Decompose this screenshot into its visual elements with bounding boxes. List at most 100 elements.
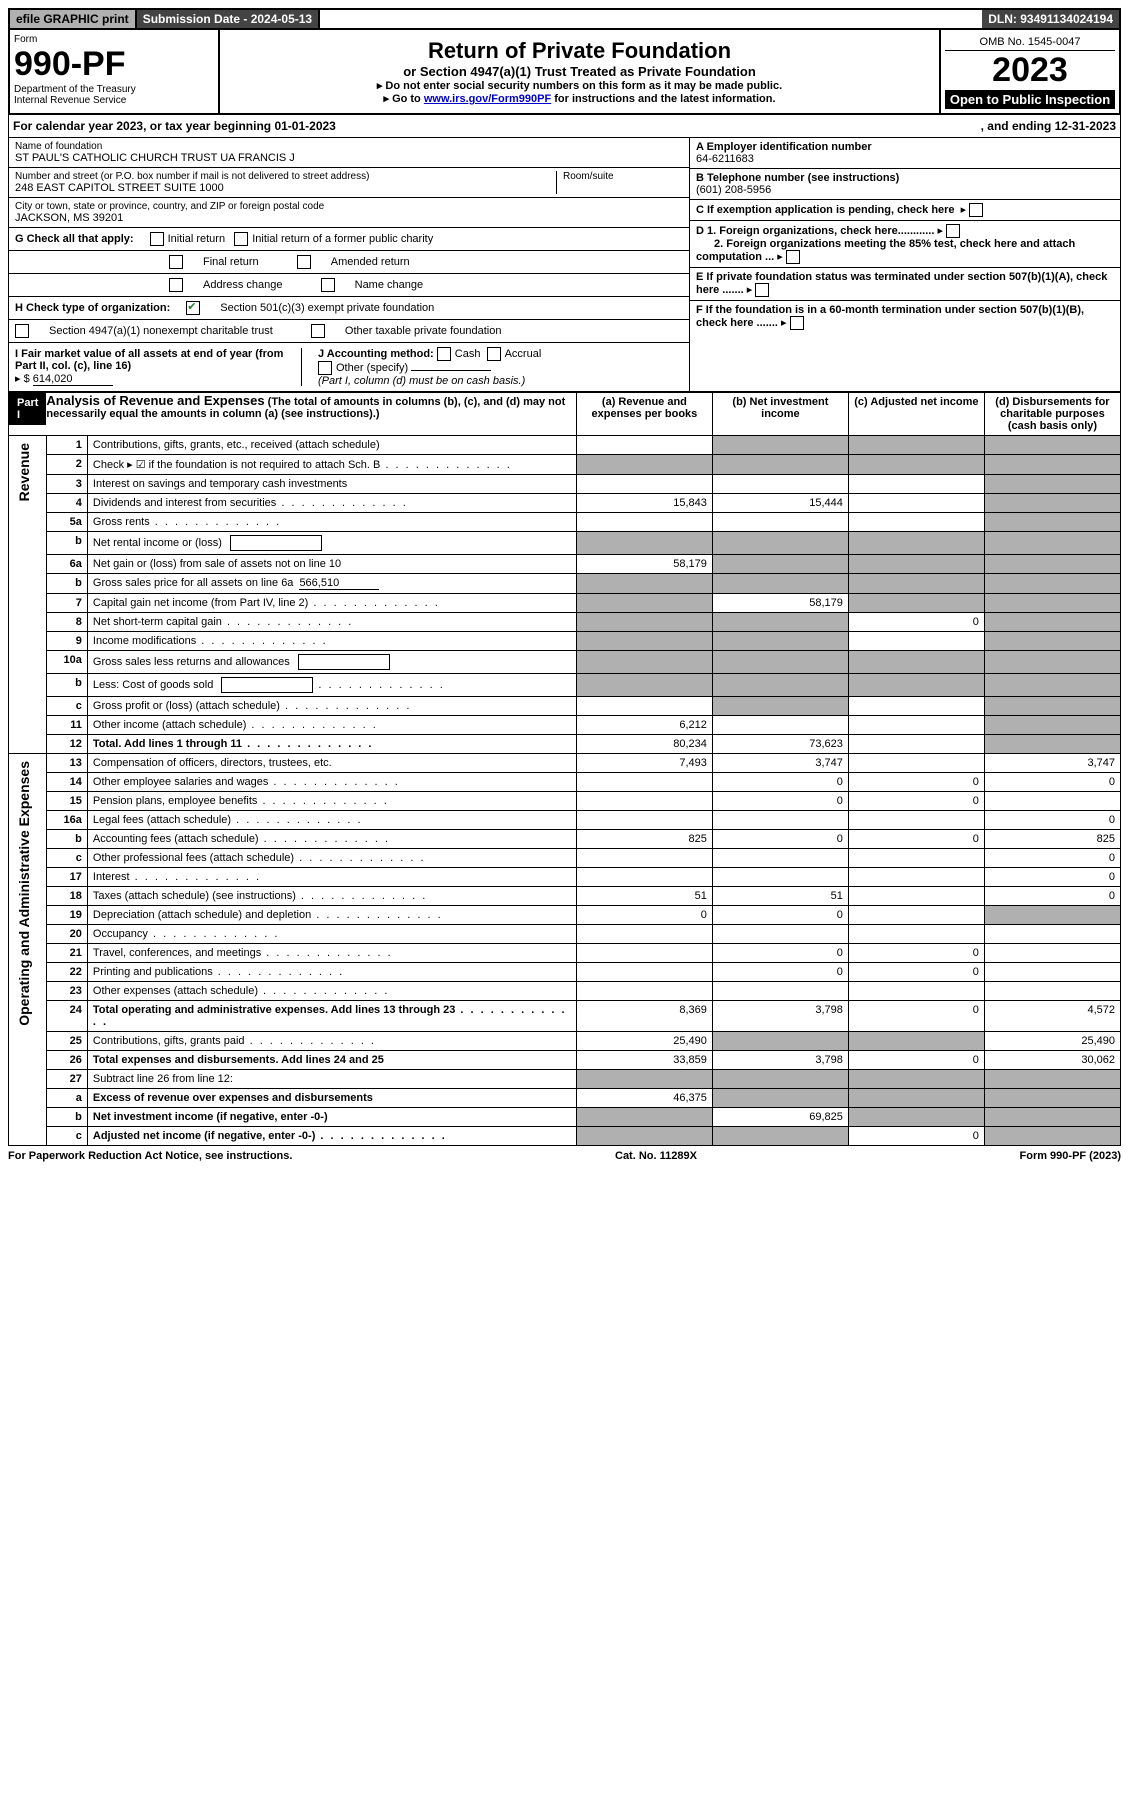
mini-amount-box xyxy=(298,654,390,670)
footer-left: For Paperwork Reduction Act Notice, see … xyxy=(8,1150,292,1162)
footer-right: Form 990-PF (2023) xyxy=(1020,1150,1121,1162)
other-taxable-checkbox[interactable] xyxy=(311,324,325,338)
submission-date: Submission Date - 2024-05-13 xyxy=(137,10,320,28)
d1-checkbox[interactable] xyxy=(946,224,960,238)
value-cell xyxy=(848,735,984,754)
value-cell: 30,062 xyxy=(984,1051,1120,1070)
final-return-checkbox[interactable] xyxy=(169,255,183,269)
initial-former-checkbox[interactable] xyxy=(234,232,248,246)
d2-checkbox[interactable] xyxy=(786,250,800,264)
line-number: 19 xyxy=(47,906,87,925)
other-specify-checkbox[interactable] xyxy=(318,361,332,375)
value-cell xyxy=(576,613,712,632)
info-grid: Name of foundation ST PAUL'S CATHOLIC CH… xyxy=(8,138,1121,392)
line-row: 2Check ▸ ☑ if the foundation is not requ… xyxy=(9,455,1121,475)
line-desc: Accounting fees (attach schedule) xyxy=(87,830,576,849)
value-cell: 0 xyxy=(848,613,984,632)
value-cell xyxy=(712,1070,848,1089)
line-row: 25Contributions, gifts, grants paid25,49… xyxy=(9,1032,1121,1051)
value-cell xyxy=(712,868,848,887)
ij-row: I Fair market value of all assets at end… xyxy=(9,343,689,391)
value-cell: 46,375 xyxy=(576,1089,712,1108)
line-row: 27Subtract line 26 from line 12: xyxy=(9,1070,1121,1089)
501c3-checkbox[interactable] xyxy=(186,301,200,315)
i-label: I Fair market value of all assets at end… xyxy=(15,348,283,372)
part1-badge: Part I xyxy=(9,393,46,425)
city-label: City or town, state or province, country… xyxy=(15,201,683,212)
value-cell: 25,490 xyxy=(984,1032,1120,1051)
amended-return-checkbox[interactable] xyxy=(297,255,311,269)
value-cell: 0 xyxy=(712,773,848,792)
line-desc: Gross sales price for all assets on line… xyxy=(87,574,576,594)
cal-year-text: For calendar year 2023, or tax year begi… xyxy=(13,119,336,133)
line-number: 14 xyxy=(47,773,87,792)
address-change-checkbox[interactable] xyxy=(169,278,183,292)
line-number: c xyxy=(47,849,87,868)
value-cell: 0 xyxy=(576,906,712,925)
line-row: 6aNet gain or (loss) from sale of assets… xyxy=(9,555,1121,574)
value-cell: 825 xyxy=(576,830,712,849)
value-cell xyxy=(848,494,984,513)
value-cell xyxy=(576,773,712,792)
c-cell: C If exemption application is pending, c… xyxy=(690,200,1120,221)
info-left: Name of foundation ST PAUL'S CATHOLIC CH… xyxy=(9,138,689,391)
line-row: cGross profit or (loss) (attach schedule… xyxy=(9,697,1121,716)
line-number: 27 xyxy=(47,1070,87,1089)
line-row: bLess: Cost of goods sold xyxy=(9,674,1121,697)
j-note: (Part I, column (d) must be on cash basi… xyxy=(318,375,525,387)
value-cell: 25,490 xyxy=(576,1032,712,1051)
value-cell: 0 xyxy=(984,887,1120,906)
line-desc: Printing and publications xyxy=(87,963,576,982)
line-desc: Legal fees (attach schedule) xyxy=(87,811,576,830)
cal-end: 12-31-2023 xyxy=(1055,119,1116,133)
name-change-checkbox[interactable] xyxy=(321,278,335,292)
value-cell: 0 xyxy=(984,849,1120,868)
line-row: bGross sales price for all assets on lin… xyxy=(9,574,1121,594)
value-cell xyxy=(712,613,848,632)
line-number: 18 xyxy=(47,887,87,906)
line-row: 12Total. Add lines 1 through 1180,23473,… xyxy=(9,735,1121,754)
line-row: 8Net short-term capital gain0 xyxy=(9,613,1121,632)
value-cell xyxy=(576,632,712,651)
line-desc: Total expenses and disbursements. Add li… xyxy=(87,1051,576,1070)
initial-return-checkbox[interactable] xyxy=(150,232,164,246)
line-row: bNet investment income (if negative, ent… xyxy=(9,1108,1121,1127)
line-number: 10a xyxy=(47,651,87,674)
addr-label: Number and street (or P.O. box number if… xyxy=(15,171,556,182)
value-cell xyxy=(984,555,1120,574)
value-cell xyxy=(576,963,712,982)
value-cell xyxy=(984,475,1120,494)
line-desc: Interest on savings and temporary cash i… xyxy=(87,475,576,494)
value-cell xyxy=(984,651,1120,674)
foundation-name: ST PAUL'S CATHOLIC CHURCH TRUST UA FRANC… xyxy=(15,152,683,164)
value-cell: 3,747 xyxy=(712,754,848,773)
value-cell xyxy=(712,632,848,651)
line-number: b xyxy=(47,532,87,555)
value-cell xyxy=(712,436,848,455)
value-cell xyxy=(984,1127,1120,1146)
footer-mid: Cat. No. 11289X xyxy=(615,1150,697,1162)
line-number: b xyxy=(47,674,87,697)
g-opt-5: Name change xyxy=(355,279,424,291)
instr-1: Do not enter social security numbers on … xyxy=(224,79,935,92)
value-cell xyxy=(848,436,984,455)
4947-checkbox[interactable] xyxy=(15,324,29,338)
value-cell xyxy=(576,811,712,830)
c-checkbox[interactable] xyxy=(969,203,983,217)
value-cell xyxy=(576,1127,712,1146)
name-label: Name of foundation xyxy=(15,141,683,152)
cash-checkbox[interactable] xyxy=(437,347,451,361)
e-checkbox[interactable] xyxy=(755,283,769,297)
line-row: 5aGross rents xyxy=(9,513,1121,532)
accrual-checkbox[interactable] xyxy=(487,347,501,361)
addr-value: 248 EAST CAPITOL STREET SUITE 1000 xyxy=(15,182,556,194)
value-cell xyxy=(848,594,984,613)
top-bar: efile GRAPHIC print Submission Date - 20… xyxy=(8,8,1121,30)
f-checkbox[interactable] xyxy=(790,316,804,330)
instr-2: Go to www.irs.gov/Form990PF for instruct… xyxy=(224,92,935,105)
line-number: b xyxy=(47,830,87,849)
line-row: 18Taxes (attach schedule) (see instructi… xyxy=(9,887,1121,906)
instr-link[interactable]: www.irs.gov/Form990PF xyxy=(424,93,551,105)
b-label: B Telephone number (see instructions) xyxy=(696,172,1114,184)
line-number: 21 xyxy=(47,944,87,963)
